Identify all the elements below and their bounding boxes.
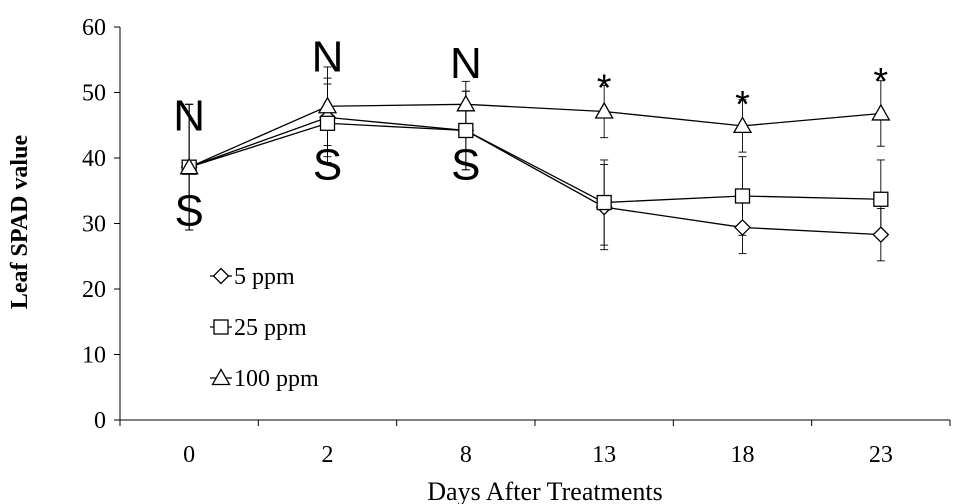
data-point-triangle [732,116,753,134]
data-point-triangle [179,157,199,175]
y-tick-label: 10 [82,343,106,369]
legend-marker-square [213,319,229,335]
series-line-100-ppm [188,103,881,168]
series-markers [179,94,891,244]
y-tick-label: 50 [82,81,106,107]
significance-asterisk: * [735,84,750,126]
significance-letter: S [313,141,342,190]
x-tick-label: 13 [592,442,616,468]
y-axis-title: Leaf SPAD value [7,135,33,310]
y-tick-label: 60 [82,15,106,41]
x-tick-label: 2 [322,442,334,468]
legend-marker-triangle [211,368,231,386]
x-tick-label: 0 [183,442,195,468]
legend-label: 25 ppm [234,315,307,341]
data-point-square [596,194,612,211]
legend-label: 100 ppm [234,366,319,392]
significance-letter: S [174,186,203,235]
series-line-5-ppm [188,116,881,236]
series-line-25-ppm [188,122,881,204]
data-point-square [873,191,889,207]
legend-label: 5 ppm [234,264,295,290]
y-tick-label: 0 [94,408,106,434]
y-tick-label: 40 [82,146,106,172]
data-point-square [319,115,336,131]
significance-letter: S [451,141,480,190]
data-point-triangle [871,103,891,121]
significance-asterisk: * [597,68,612,110]
data-point-square [458,122,474,139]
legend-marker-diamond [212,267,230,285]
axes: 0 10 20 30 40 50 60 0 2 8 13 18 23 [82,15,951,468]
data-point-triangle [594,101,614,119]
series-lines [188,103,881,236]
y-tick-label: 20 [82,277,106,303]
x-tick-label: 18 [731,442,755,468]
significance-asterisk: * [873,61,888,103]
significance-letter: N [173,91,205,140]
x-tick-label: 23 [869,442,893,468]
data-point-diamond [872,226,890,244]
y-tick-label: 30 [82,212,106,238]
significance-letter: N [450,39,482,88]
significance-letter: N [312,32,344,81]
data-point-diamond [734,219,751,236]
data-point-square [734,188,751,204]
x-tick-label: 8 [460,442,472,468]
data-point-triangle [317,96,338,114]
legend: 5 ppm 25 ppm 100 ppm [210,264,319,392]
error-bars [185,66,885,262]
data-point-triangle [456,94,476,112]
x-axis-title: Days After Treatments [427,477,662,504]
